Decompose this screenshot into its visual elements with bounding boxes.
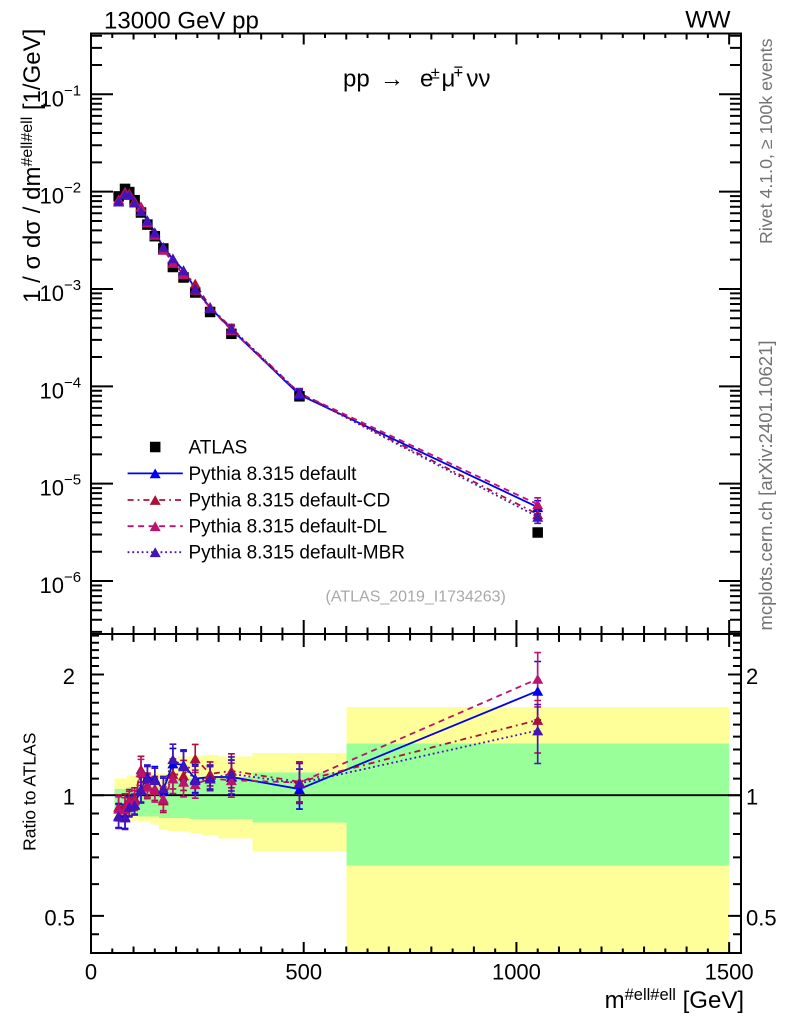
svg-text:2: 2 bbox=[746, 664, 758, 689]
svg-text:Pythia 8.315 default-CD: Pythia 8.315 default-CD bbox=[189, 491, 391, 512]
svg-text:WW: WW bbox=[685, 7, 731, 34]
svg-text:Rivet 4.1.0, ≥ 100k events: Rivet 4.1.0, ≥ 100k events bbox=[756, 38, 776, 244]
svg-text:νν: νν bbox=[467, 66, 491, 93]
svg-text:1: 1 bbox=[746, 785, 758, 810]
svg-text:μ: μ bbox=[442, 66, 456, 93]
svg-text:0.5: 0.5 bbox=[44, 905, 75, 930]
svg-text:13000 GeV pp: 13000 GeV pp bbox=[104, 8, 259, 35]
svg-text:Pythia 8.315 default-DL: Pythia 8.315 default-DL bbox=[189, 517, 388, 538]
svg-text:(ATLAS_2019_I1734263): (ATLAS_2019_I1734263) bbox=[326, 588, 506, 605]
svg-text:→: → bbox=[380, 66, 404, 93]
svg-text:pp: pp bbox=[343, 66, 370, 93]
svg-text:1: 1 bbox=[63, 785, 75, 810]
svg-text:1000: 1000 bbox=[492, 960, 541, 985]
svg-text:500: 500 bbox=[285, 960, 322, 985]
svg-text:Ratio to ATLAS: Ratio to ATLAS bbox=[20, 733, 40, 851]
svg-text:10−3: 10−3 bbox=[40, 277, 82, 306]
svg-text:±: ± bbox=[454, 63, 463, 81]
svg-text:±: ± bbox=[431, 65, 440, 83]
svg-text:0.5: 0.5 bbox=[746, 905, 777, 930]
svg-text:ATLAS: ATLAS bbox=[189, 438, 248, 459]
svg-text:10−2: 10−2 bbox=[40, 180, 82, 209]
svg-text:0: 0 bbox=[85, 960, 97, 985]
svg-text:mcplots.cern.ch [arXiv:2401.10: mcplots.cern.ch [arXiv:2401.10621] bbox=[755, 341, 776, 631]
svg-text:Pythia 8.315 default-MBR: Pythia 8.315 default-MBR bbox=[189, 543, 406, 564]
svg-text:2: 2 bbox=[63, 664, 75, 689]
svg-text:Pythia 8.315 default: Pythia 8.315 default bbox=[189, 464, 358, 485]
svg-text:1500: 1500 bbox=[705, 960, 754, 985]
svg-text:e: e bbox=[420, 66, 433, 93]
